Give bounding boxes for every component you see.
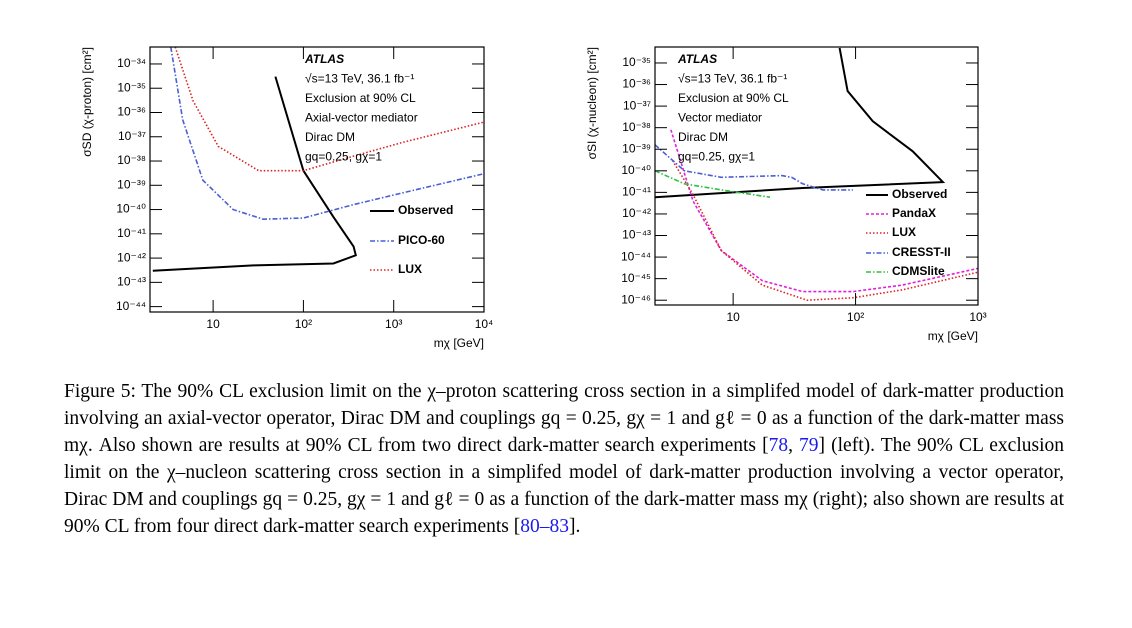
y-tick-label: 10⁻³⁹	[117, 177, 146, 191]
citation[interactable]: 80	[520, 516, 540, 537]
y-tick-label: 10⁻⁴⁵	[621, 271, 651, 285]
legend-label: LUX	[398, 262, 422, 276]
citation[interactable]: 78	[768, 435, 789, 456]
legend-label: Observed	[398, 203, 453, 217]
annotation: gq=0.25, gχ=1	[305, 150, 382, 164]
y-axis-title: σSD (χ-proton) [cm²]	[80, 47, 94, 157]
annotation: Dirac DM	[678, 130, 728, 144]
x-tick-label: 10⁴	[475, 317, 494, 331]
annotation: Dirac DM	[305, 130, 355, 144]
legend-label: PICO-60	[398, 233, 445, 247]
annotation: Exclusion at 90% CL	[678, 91, 789, 105]
y-tick-label: 10⁻⁴¹	[622, 185, 651, 199]
legend-label: PandaX	[892, 206, 936, 220]
citation[interactable]: 83	[549, 516, 570, 537]
annotation: ATLAS	[304, 52, 344, 66]
data-line	[655, 144, 853, 191]
x-tick-label: 10²	[295, 317, 312, 331]
x-tick-label: 10³	[385, 317, 402, 331]
x-tick-label: 10	[206, 317, 220, 331]
annotation: ATLAS	[677, 52, 717, 66]
plot-frame	[149, 46, 485, 313]
x-axis-title: mχ [GeV]	[928, 329, 978, 343]
citation[interactable]: 79	[799, 435, 819, 456]
y-tick-label: 10⁻³⁷	[623, 98, 651, 112]
chart-panel: 10⁻³⁴ 10⁻³⁵ 10⁻³⁶ 10⁻³⁷ 10⁻³⁸ 10⁻³⁹ 10⁻⁴⁰ 10⁻⁴¹…	[80, 46, 494, 350]
y-tick-label: 10⁻⁴⁴	[621, 249, 651, 263]
y-tick-label: 10⁻⁴³	[622, 228, 651, 242]
y-tick-label: 10⁻³⁵	[117, 80, 146, 94]
plot-frame	[654, 46, 979, 306]
y-tick-label: 10⁻³⁶	[622, 77, 651, 91]
x-axis-title: mχ [GeV]	[434, 336, 484, 350]
data-line	[170, 47, 484, 221]
y-tick-label: 10⁻³⁸	[622, 120, 651, 134]
legend-label: CDMSlite	[892, 264, 945, 278]
x-tick-label: 10³	[969, 310, 986, 324]
y-tick-label: 10⁻⁴⁴	[116, 299, 146, 313]
legend-label: Observed	[892, 187, 947, 201]
y-tick-label: 10⁻³⁶	[117, 105, 146, 119]
y-tick-label: 10⁻³⁷	[118, 129, 146, 143]
data-line	[670, 129, 978, 293]
x-tick-label: 10²	[847, 310, 864, 324]
y-tick-label: 10⁻⁴⁰	[116, 202, 146, 216]
caption-text: –	[539, 516, 550, 537]
x-tick-label: 10	[726, 310, 740, 324]
annotation: gq=0.25, gχ=1	[678, 150, 755, 164]
y-tick-label: 10⁻³⁵	[622, 55, 651, 69]
legend-label: LUX	[892, 225, 916, 239]
annotation: Vector mediator	[678, 111, 762, 125]
data-line	[655, 47, 946, 199]
y-tick-label: 10⁻⁴³	[117, 275, 146, 289]
y-axis-title: σSI (χ-nucleon) [cm²]	[585, 47, 599, 159]
annotation: √s=13 TeV, 36.1 fb⁻¹	[305, 72, 414, 86]
y-tick-label: 10⁻³⁹	[622, 141, 651, 155]
y-tick-label: 10⁻⁴⁰	[621, 163, 651, 177]
data-line	[671, 160, 978, 302]
legend-label: CRESST-II	[892, 245, 951, 259]
annotation: Exclusion at 90% CL	[305, 91, 416, 105]
y-tick-label: 10⁻⁴¹	[117, 226, 146, 240]
y-tick-label: 10⁻⁴⁶	[621, 292, 651, 306]
data-line	[152, 76, 357, 272]
caption-text: ,	[788, 435, 800, 456]
caption-text: Figure 5: The 90% CL exclusion limit on …	[64, 381, 1064, 456]
y-tick-label: 10⁻⁴²	[622, 206, 651, 220]
caption: Figure 5: The 90% CL exclusion limit on …	[64, 378, 1064, 540]
caption-text: ].	[569, 516, 581, 537]
chart-panel: 10⁻³⁵ 10⁻³⁶ 10⁻³⁷ 10⁻³⁸ 10⁻³⁹ 10⁻⁴⁰ 10⁻⁴¹ 10⁻⁴²…	[585, 46, 987, 343]
y-tick-label: 10⁻³⁸	[117, 153, 146, 167]
annotation: Axial-vector mediator	[305, 111, 418, 125]
annotation: √s=13 TeV, 36.1 fb⁻¹	[678, 72, 787, 86]
y-tick-label: 10⁻³⁴	[117, 56, 146, 70]
caption-text: ] (left). The 90% CL exclusion limit on …	[64, 435, 1064, 537]
y-tick-label: 10⁻⁴²	[117, 250, 146, 264]
figure: 10⁻³⁴ 10⁻³⁵ 10⁻³⁶ 10⁻³⁷ 10⁻³⁸ 10⁻³⁹ 10⁻⁴⁰ 10⁻⁴¹…	[80, 46, 987, 350]
